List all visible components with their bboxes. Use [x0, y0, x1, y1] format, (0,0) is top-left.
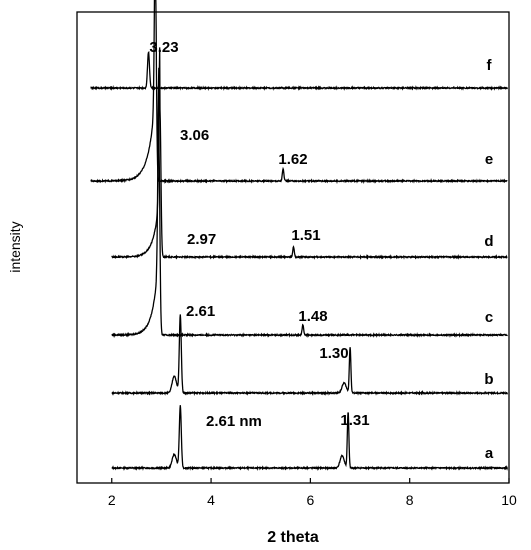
- series-line-c: [111, 67, 508, 338]
- peak-label: 1.51: [291, 227, 320, 244]
- series-tag-b: b: [484, 371, 493, 388]
- series-line-b: [111, 314, 508, 397]
- peak-label: 3.23: [149, 39, 178, 56]
- series-tag-c: c: [485, 309, 493, 326]
- x-tick-label: 6: [306, 492, 314, 508]
- peak-label: 1.30: [319, 345, 348, 362]
- series-line-f: [90, 50, 509, 91]
- peak-label: 2.61 nm: [206, 413, 262, 430]
- series-line-a: [111, 405, 509, 472]
- series-line-d: [111, 47, 508, 260]
- series-tag-d: d: [484, 233, 493, 250]
- series-tag-a: a: [485, 445, 494, 462]
- series-line-e: [90, 0, 508, 185]
- peak-label: 1.62: [278, 151, 307, 168]
- x-tick-label: 8: [406, 492, 414, 508]
- peak-label: 3.06: [180, 127, 209, 144]
- y-axis-label: intensity: [7, 221, 23, 272]
- x-axis-label: 2 theta: [267, 529, 319, 546]
- plot-frame: [76, 11, 510, 484]
- peak-label: 1.48: [298, 308, 327, 325]
- x-tick-label: 4: [207, 492, 215, 508]
- peak-label: 1.31: [340, 412, 369, 429]
- x-tick-label: 2: [108, 492, 116, 508]
- x-ticks: 2 4 6 8 10: [108, 478, 517, 508]
- series-tag-e: e: [485, 151, 493, 168]
- curves-group: [90, 0, 509, 472]
- peak-labels-group: a 2.61 nm 1.31 b 1.30 c 2.61 1.48 d 2.97 1.51 e 3.06…: [149, 39, 493, 462]
- peak-label: 2.97: [187, 231, 216, 248]
- x-tick-label: 10: [501, 492, 517, 508]
- series-tag-f: f: [487, 57, 493, 74]
- peak-label: 2.61: [186, 303, 215, 320]
